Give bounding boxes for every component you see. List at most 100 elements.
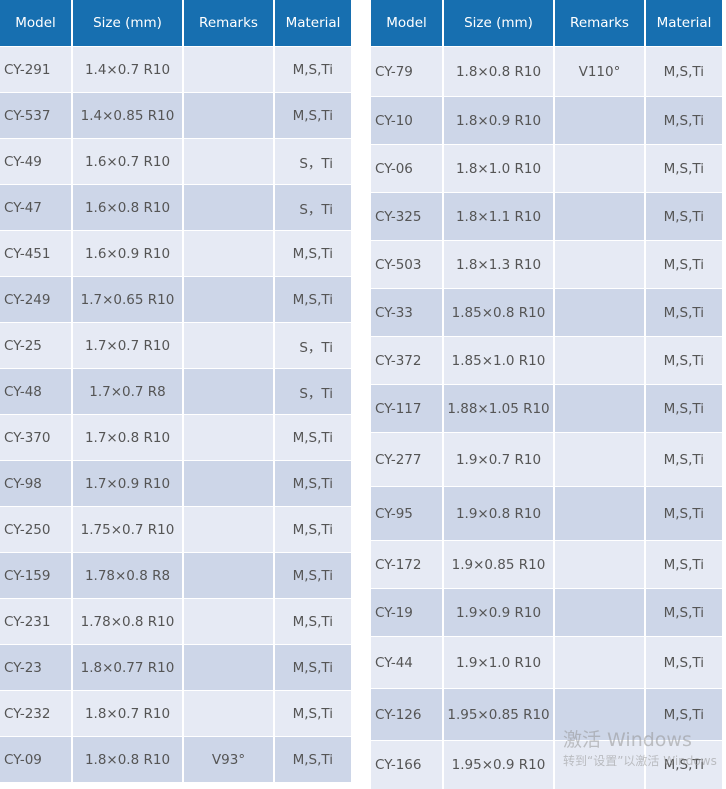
cell-material: M,S,Ti [274, 691, 352, 737]
cell-remarks [554, 145, 645, 193]
cell-size: 1.78×0.8 R10 [72, 599, 183, 645]
cell-size: 1.7×0.7 R8 [72, 369, 183, 415]
cell-size: 1.7×0.8 R10 [72, 415, 183, 461]
cell-remarks [183, 139, 274, 185]
cell-size: 1.8×0.8 R10 [72, 737, 183, 783]
cell-remarks [554, 337, 645, 385]
cell-model: CY-44 [371, 637, 443, 689]
windows-activation-watermark: 激活 Windows [563, 725, 692, 752]
cell-model: CY-250 [0, 507, 72, 553]
cell-remarks [554, 289, 645, 337]
cell-model: CY-79 [371, 47, 443, 97]
cell-material: M,S,Ti [645, 289, 723, 337]
cell-model: CY-503 [371, 241, 443, 289]
cell-remarks [183, 93, 274, 139]
cell-remarks [554, 97, 645, 145]
cell-material: M,S,Ti [274, 553, 352, 599]
cell-material: M,S,Ti [274, 93, 352, 139]
cell-model: CY-370 [0, 415, 72, 461]
cell-remarks [183, 415, 274, 461]
cell-remarks [554, 487, 645, 541]
cell-material: M,S,Ti [274, 415, 352, 461]
cell-model: CY-06 [371, 145, 443, 193]
header-model: Model [371, 0, 443, 47]
cell-material: M,S,Ti [645, 47, 723, 97]
cell-remarks [183, 277, 274, 323]
cell-size: 1.6×0.7 R10 [72, 139, 183, 185]
cell-size: 1.7×0.7 R10 [72, 323, 183, 369]
cell-model: CY-126 [371, 689, 443, 741]
cell-size: 1.9×0.85 R10 [443, 541, 554, 589]
cell-size: 1.7×0.65 R10 [72, 277, 183, 323]
cell-material: M,S,Ti [645, 97, 723, 145]
cell-material: M,S,Ti [274, 277, 352, 323]
cell-material: M,S,Ti [645, 589, 723, 637]
cell-model: CY-231 [0, 599, 72, 645]
cell-model: CY-95 [371, 487, 443, 541]
cell-remarks [554, 433, 645, 487]
cell-size: 1.8×1.3 R10 [443, 241, 554, 289]
cell-size: 1.9×0.7 R10 [443, 433, 554, 487]
cell-size: 1.8×0.77 R10 [72, 645, 183, 691]
cell-material: M,S,Ti [274, 645, 352, 691]
cell-size: 1.6×0.8 R10 [72, 185, 183, 231]
windows-activation-hint: 转到“设置”以激活 Windows [563, 752, 717, 769]
cell-model: CY-166 [371, 741, 443, 789]
cell-material: S，Ti [274, 369, 352, 415]
cell-size: 1.4×0.85 R10 [72, 93, 183, 139]
cell-material: M,S,Ti [645, 241, 723, 289]
cell-size: 1.75×0.7 R10 [72, 507, 183, 553]
cell-size: 1.8×0.8 R10 [443, 47, 554, 97]
cell-size: 1.8×0.9 R10 [443, 97, 554, 145]
cell-remarks: V110° [554, 47, 645, 97]
header-material: Material [274, 0, 352, 47]
cell-size: 1.85×1.0 R10 [443, 337, 554, 385]
cell-material: M,S,Ti [645, 637, 723, 689]
cell-remarks [183, 461, 274, 507]
cell-remarks [183, 553, 274, 599]
cell-remarks [554, 589, 645, 637]
header-size: Size (mm) [72, 0, 183, 47]
cell-model: CY-47 [0, 185, 72, 231]
cell-material: M,S,Ti [274, 507, 352, 553]
header-row: Model Size (mm) Remarks Material [0, 0, 352, 47]
cell-remarks [554, 541, 645, 589]
cell-remarks: V93° [183, 737, 274, 783]
cell-model: CY-291 [0, 47, 72, 93]
cell-model: CY-451 [0, 231, 72, 277]
cell-model: CY-372 [371, 337, 443, 385]
cell-model: CY-10 [371, 97, 443, 145]
cell-remarks [183, 47, 274, 93]
cell-size: 1.9×1.0 R10 [443, 637, 554, 689]
cell-size: 1.6×0.9 R10 [72, 231, 183, 277]
header-material: Material [645, 0, 723, 47]
header-model: Model [0, 0, 72, 47]
cell-size: 1.4×0.7 R10 [72, 47, 183, 93]
cell-size: 1.8×1.1 R10 [443, 193, 554, 241]
cell-model: CY-33 [371, 289, 443, 337]
cell-remarks [554, 637, 645, 689]
header-remarks: Remarks [554, 0, 645, 47]
